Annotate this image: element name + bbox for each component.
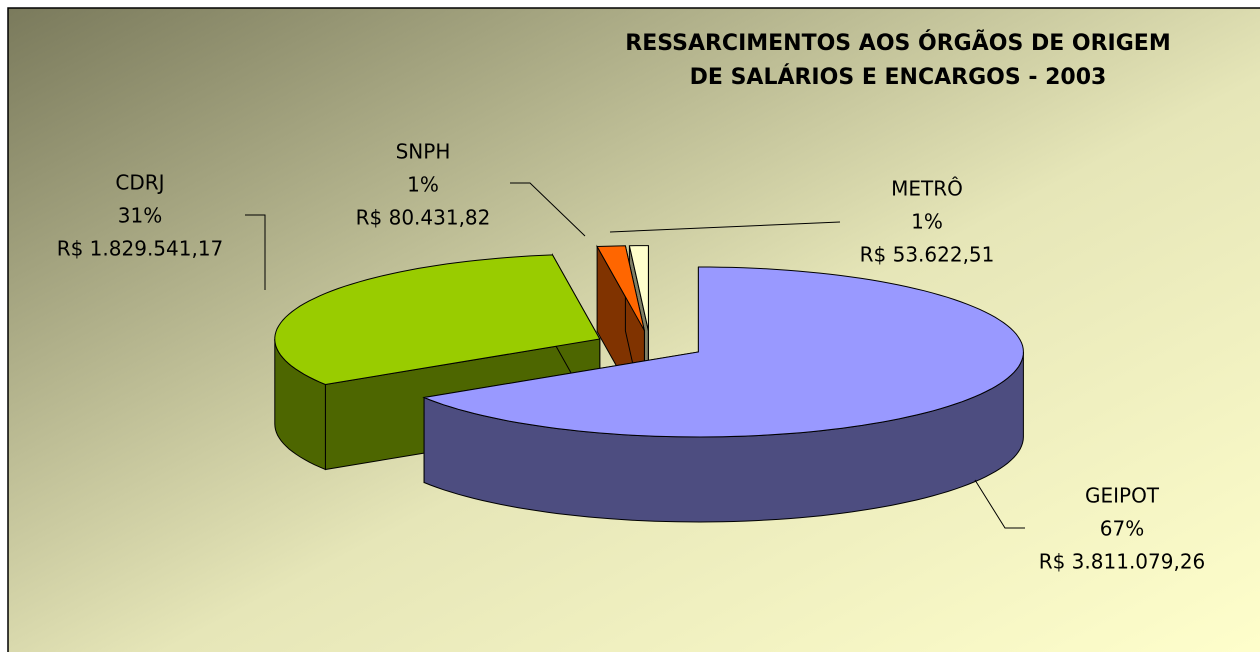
percentage-label: 1% <box>407 173 439 197</box>
percentage-label: 67% <box>1100 517 1144 541</box>
value-label: R$ 80.431,82 <box>356 206 491 230</box>
data-labels: GEIPOT 67% R$ 3.811.079,26 CDRJ 31% R$ 1.829.… <box>57 140 1206 574</box>
percentage-label: 31% <box>118 204 162 228</box>
slice-top <box>274 254 601 386</box>
category-label: GEIPOT <box>1085 484 1160 508</box>
leader-line <box>245 214 266 290</box>
leader-lines <box>245 182 1025 529</box>
value-label: R$ 53.622,51 <box>860 243 995 267</box>
value-label: R$ 1.829.541,17 <box>57 237 224 261</box>
slice-top <box>422 266 1024 438</box>
percentage-label: 1% <box>911 210 943 234</box>
chart-title: RESSARCIMENTOS AOS ÓRGÃOS DE ORIGEM <box>625 30 1170 56</box>
slice-top <box>596 245 645 331</box>
chart-title: DE SALÁRIOS E ENCARGOS - 2003 <box>690 64 1107 90</box>
category-label: METRÔ <box>891 177 963 201</box>
category-label: SNPH <box>396 140 451 164</box>
leader-line <box>609 221 841 233</box>
leader-line <box>974 479 1025 529</box>
slice <box>422 266 1024 523</box>
pie <box>274 244 1024 523</box>
value-label: R$ 3.811.079,26 <box>1039 550 1206 574</box>
slice-top <box>628 245 649 331</box>
category-label: CDRJ <box>115 171 164 195</box>
leader-line <box>510 182 586 237</box>
